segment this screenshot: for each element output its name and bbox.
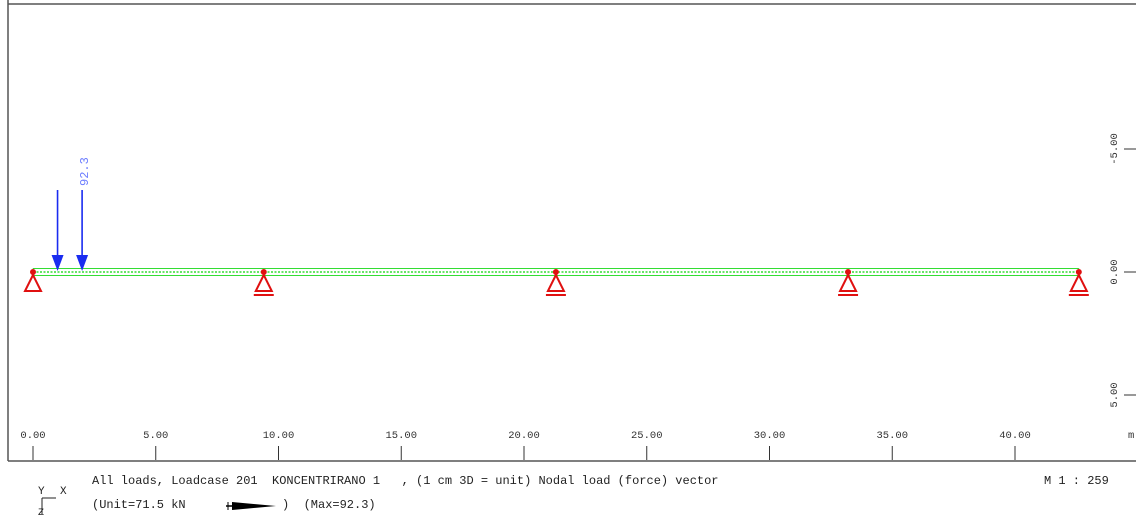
support-icon bbox=[23, 269, 43, 292]
x-tick-label: 10.00 bbox=[263, 430, 295, 442]
x-tick-label: 0.00 bbox=[20, 430, 45, 442]
y-tick-label: 5.00 bbox=[1109, 382, 1121, 407]
load-arrow-icon bbox=[76, 190, 89, 271]
y-tick-label: -5.00 bbox=[1109, 133, 1121, 165]
x-tick-label: 40.00 bbox=[999, 430, 1031, 442]
x-tick-label: 5.00 bbox=[143, 430, 168, 442]
load-arrow-icon bbox=[51, 190, 64, 271]
loads bbox=[51, 190, 89, 271]
caption-line-1: All loads, Loadcase 201 KONCENTRIRANO 1 … bbox=[92, 474, 719, 488]
y-tick-label: 0.00 bbox=[1109, 259, 1121, 284]
scale-label: M 1 : 259 bbox=[1044, 474, 1109, 488]
axis-x-label: X bbox=[60, 486, 67, 498]
support-icon bbox=[838, 269, 859, 296]
axis-y-label: Y bbox=[38, 486, 45, 498]
support-icon bbox=[545, 269, 566, 296]
axis-z-label: Z bbox=[38, 508, 45, 519]
x-tick-label: 20.00 bbox=[508, 430, 540, 442]
x-tick-label: 15.00 bbox=[385, 430, 417, 442]
x-unit-label: m bbox=[1128, 430, 1134, 442]
x-axis: 0.00 5.00 10.00 15.00 20.00 25.00 30.00 35.00 40… bbox=[20, 430, 1134, 460]
coordinate-axes-icon bbox=[41, 497, 56, 514]
load-value-label: 92.3 bbox=[78, 157, 92, 186]
support-icon bbox=[1068, 269, 1089, 296]
support-icon bbox=[253, 269, 274, 296]
x-tick-label: 30.00 bbox=[754, 430, 786, 442]
y-axis: -5.00 0.00 5.00 bbox=[1109, 133, 1136, 408]
caption-unit-suffix: ) (Max=92.3) bbox=[282, 498, 376, 512]
x-tick-label: 35.00 bbox=[876, 430, 908, 442]
caption-unit-prefix: (Unit=71.5 kN bbox=[92, 498, 186, 512]
unit-arrow-icon bbox=[226, 502, 276, 510]
x-tick-label: 25.00 bbox=[631, 430, 663, 442]
supports bbox=[23, 269, 1089, 296]
